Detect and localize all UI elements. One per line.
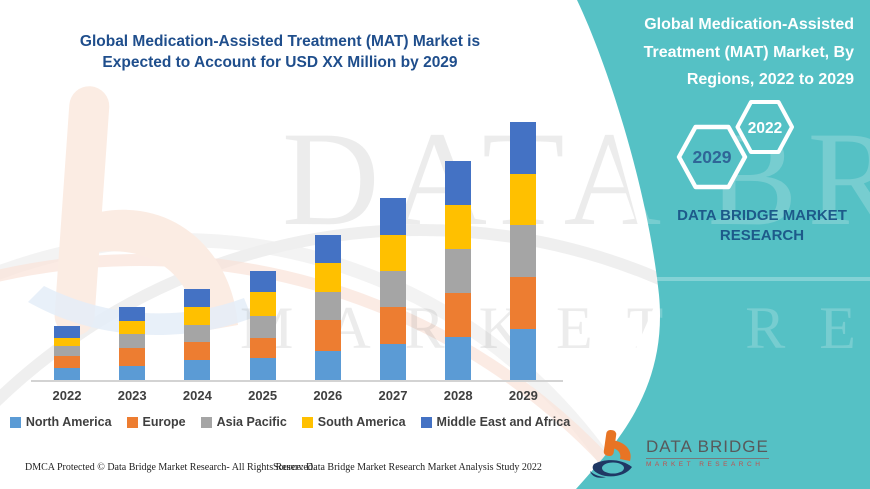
brand-name-line1: DATA BRIDGE MARKET [677,207,847,224]
legend-item-north-america: North America [9,415,112,429]
logo-subtitle-text: MARKET RESEARCH [646,461,764,468]
bar-segment-2022-asia-pacific [54,345,80,356]
hexagon-2029-label: 2029 [693,147,732,167]
x-tick-label-2022: 2022 [52,388,82,403]
legend-label: North America [25,415,112,429]
bar-segment-2027-middle-east-and-africa [380,198,406,235]
bar-segment-2028-north-america [445,336,472,380]
bar-segment-2026-south-america [314,262,341,292]
bar-2023 [119,307,146,380]
panel-highlight-band [656,277,870,281]
page-title-line1: Global Medication-Assisted Treatment (MA… [79,33,481,50]
bar-2028 [445,161,472,380]
hexagon-2022-icon [735,100,794,154]
legend-swatch-icon [420,416,432,428]
bar-segment-2029-south-america [510,173,537,225]
page-title: Global Medication-Assisted Treatment (MA… [40,31,520,73]
bar-segment-2028-south-america [445,205,472,249]
legend-item-middle-east-and-africa: Middle East and Africa [420,415,571,429]
logo-name-text: DATA BRIDGE [646,437,769,459]
company-logo: DATA BRIDGE MARKET RESEARCH [588,427,769,481]
bar-segment-2022-europe [54,356,80,368]
bar-segment-2026-asia-pacific [314,292,341,320]
bar-2022 [54,326,80,380]
legend-label: Europe [142,415,186,429]
bar-segment-2022-south-america [54,337,80,346]
bar-2026 [314,235,341,380]
x-tick-label-2023: 2023 [117,388,147,403]
side-panel-title-line3: Regions, 2022 to 2029 [686,71,854,88]
bar-segment-2023-middle-east-and-africa [119,307,146,321]
legend-item-asia-pacific: Asia Pacific [200,415,287,429]
legend-label: Middle East and Africa [436,415,571,429]
bar-segment-2025-south-america [249,291,276,316]
bar-segment-2028-asia-pacific [445,248,472,293]
hexagon-2022-label: 2022 [748,120,782,137]
legend-label: Asia Pacific [216,415,287,429]
x-tick-label-2029: 2029 [508,388,538,403]
dmca-copyright-text: DMCA Protected © Data Bridge Market Rese… [25,462,316,473]
bar-segment-2028-europe [445,292,472,337]
bar-segment-2024-middle-east-and-africa [184,289,211,307]
bar-segment-2028-middle-east-and-africa [445,161,472,205]
side-panel-title-line1: Global Medication-Assisted [644,16,854,33]
legend-swatch-icon [301,416,313,428]
legend-item-south-america: South America [301,415,406,429]
side-panel-title: Global Medication-Assisted Treatment (MA… [584,11,854,94]
bar-segment-2023-north-america [119,366,146,380]
bar-segment-2024-europe [184,342,211,360]
legend-label: South America [317,415,406,429]
bar-segment-2024-north-america [184,360,211,380]
legend-swatch-icon [126,416,138,428]
source-text: Source: Data Bridge Market Research Mark… [273,462,542,473]
x-tick-label-2026: 2026 [313,388,343,403]
x-tick-label-2024: 2024 [182,388,212,403]
chart-legend: North America Europe Asia Pacific South Ame… [9,415,570,429]
brand-name-text: DATA BRIDGE MARKET RESEARCH [648,206,870,245]
legend-item-europe: Europe [126,415,186,429]
brand-name-line2: RESEARCH [719,226,805,244]
bar-segment-2029-middle-east-and-africa [510,122,537,174]
x-axis-line [31,380,563,382]
bar-segment-2029-europe [510,277,537,329]
bar-segment-2026-europe [314,320,341,351]
hexagon-2029-icon [676,124,748,190]
bar-2024 [184,289,211,380]
x-tick-label-2028: 2028 [443,388,473,403]
bar-segment-2027-north-america [380,344,406,380]
bar-segment-2025-middle-east-and-africa [249,271,276,292]
x-tick-label-2027: 2027 [378,388,408,403]
bar-segment-2029-north-america [510,328,537,380]
bar-segment-2025-europe [249,337,276,358]
bar-segment-2025-asia-pacific [249,315,276,338]
bar-segment-2027-south-america [380,234,406,271]
bar-segment-2027-europe [380,307,406,344]
bar-segment-2024-south-america [184,307,211,325]
bar-segment-2023-south-america [119,320,146,334]
year-hexagons: 2029 2022 [676,100,794,190]
data-bridge-logo-icon [590,429,632,478]
bar-segment-2027-asia-pacific [380,271,406,307]
bar-2025 [249,271,276,380]
legend-swatch-icon [9,416,21,428]
bar-segment-2026-middle-east-and-africa [314,235,341,263]
bar-segment-2023-asia-pacific [119,334,146,348]
bar-2027 [380,198,406,380]
page-title-line2: Expected to Account for USD XX Million b… [102,54,458,71]
side-panel-title-line2: Treatment (MAT) Market, By [643,43,854,61]
legend-swatch-icon [200,416,212,428]
bar-segment-2024-asia-pacific [184,324,211,342]
bar-segment-2022-middle-east-and-africa [54,326,80,338]
bar-segment-2029-asia-pacific [510,225,537,277]
bar-2029 [510,122,537,380]
x-tick-label-2025: 2025 [248,388,278,403]
bar-segment-2022-north-america [54,368,80,380]
bar-segment-2025-north-america [249,358,276,380]
bar-segment-2026-north-america [314,350,341,380]
bar-segment-2023-europe [119,348,146,366]
